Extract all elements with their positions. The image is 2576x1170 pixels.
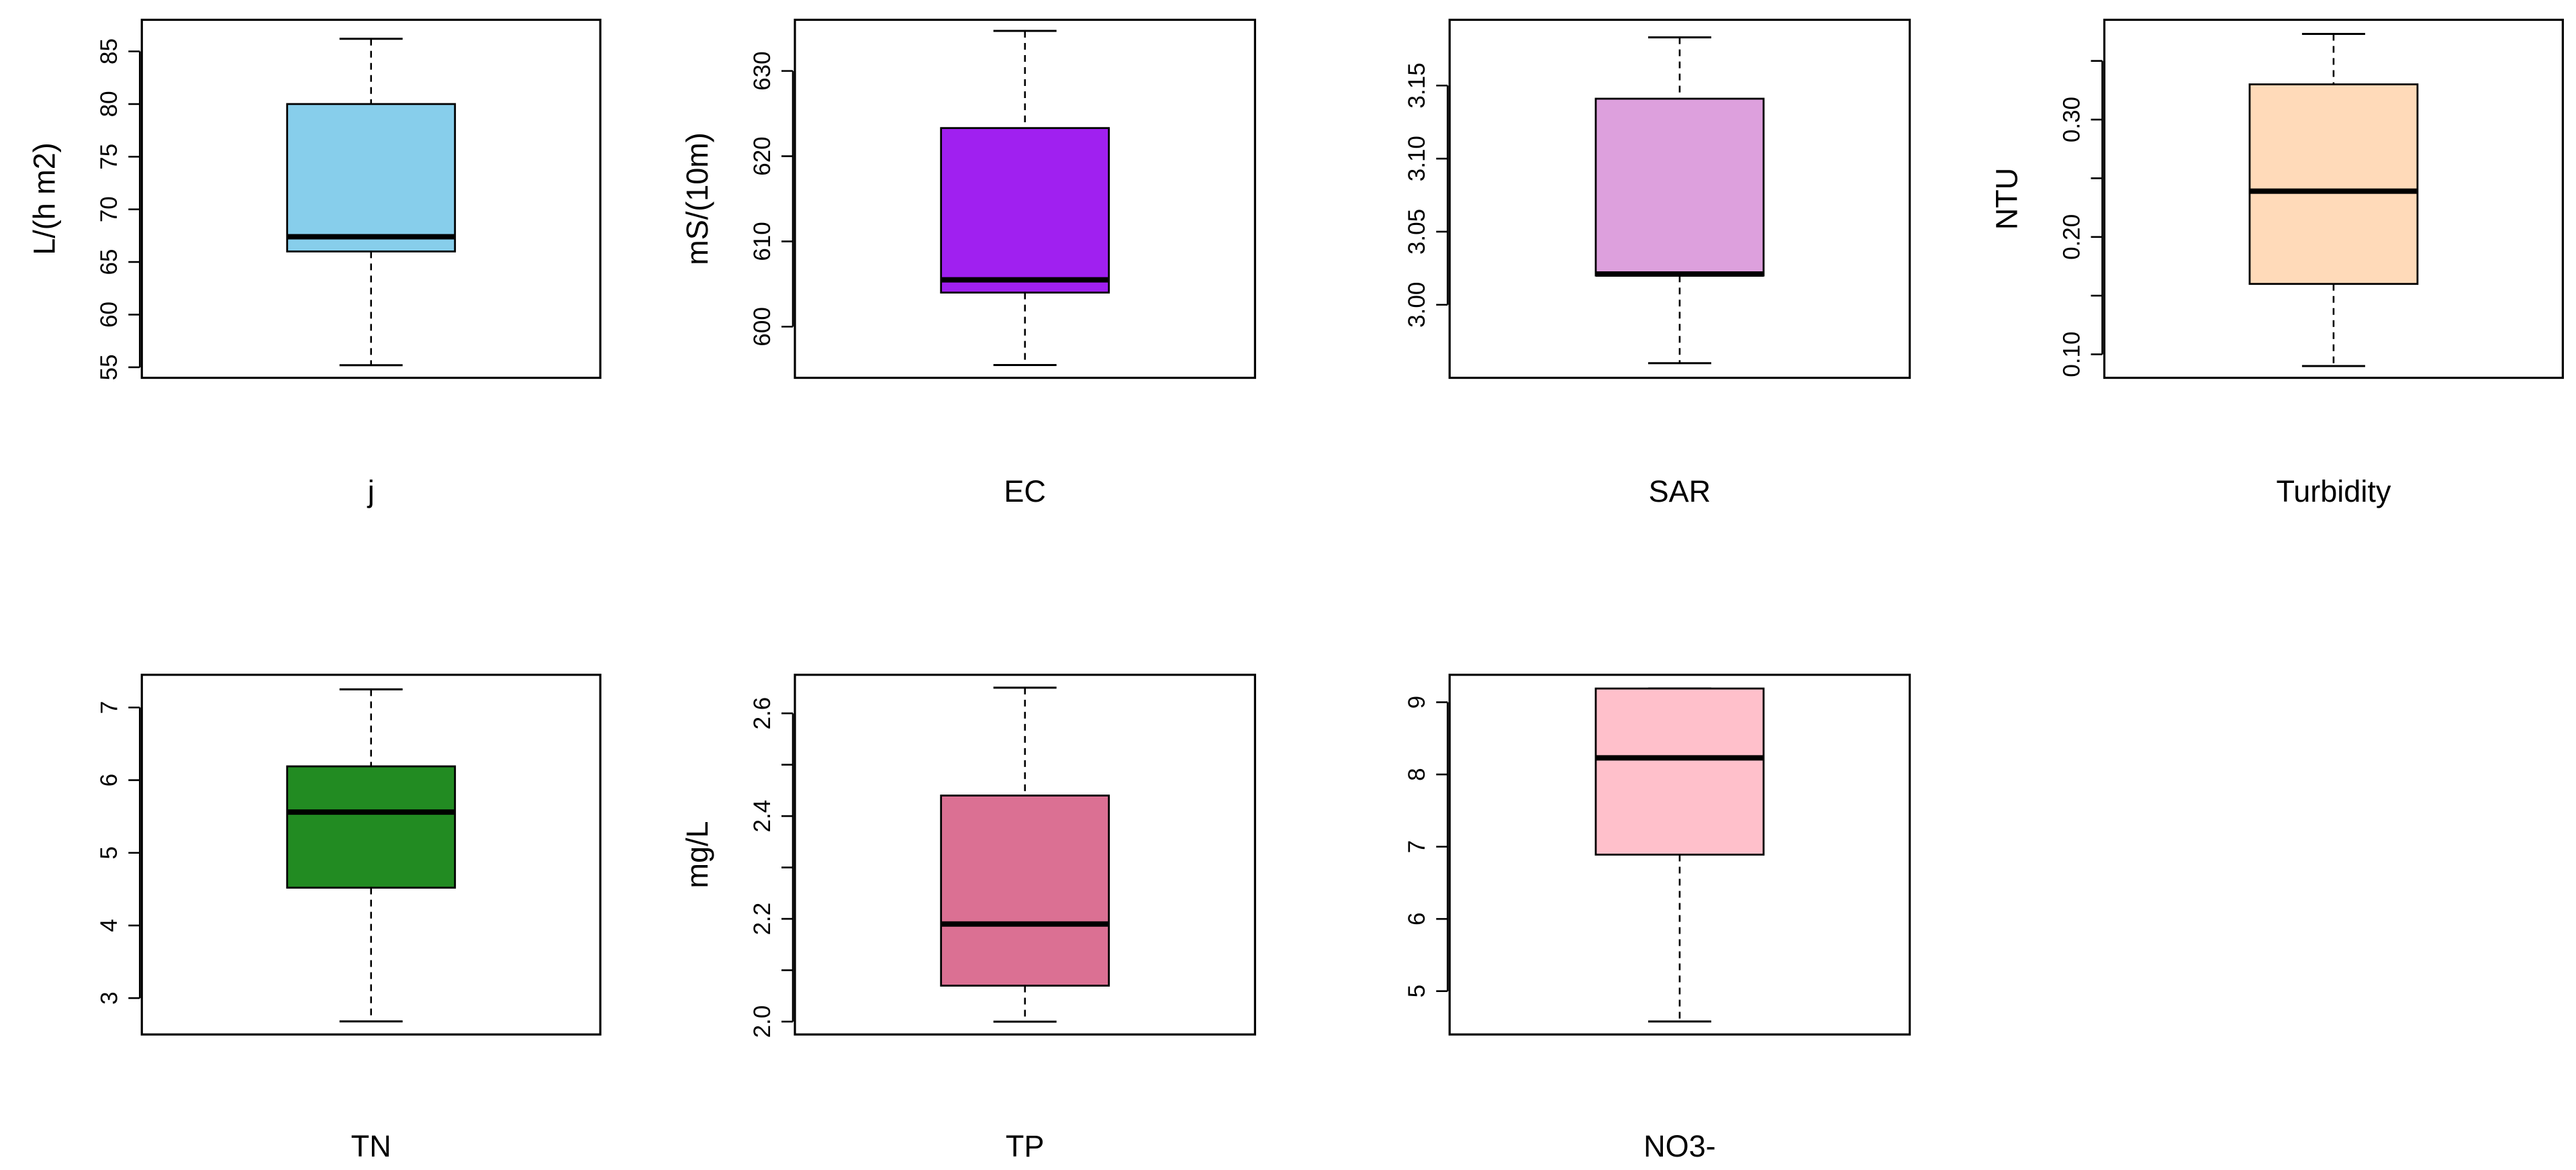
panel-tp: 2.0 2.2 2.4 2.6 mg/L TP [680, 674, 1256, 1163]
plot-frame [140, 674, 602, 1036]
y-tick-label: 80 [96, 91, 122, 117]
plot-frame [794, 18, 1256, 379]
y-axis-label: L/(h m2) [27, 142, 61, 255]
iqr-box [1594, 687, 1765, 856]
y-axis-label: mg/L [680, 821, 714, 888]
y-tick-label: 2.0 [749, 1005, 775, 1038]
y-tick-label: 7 [1404, 840, 1430, 853]
y-axis-label: NTU [1989, 168, 2023, 230]
y-tick-label: 60 [96, 302, 122, 328]
y-tick-label: 9 [1404, 696, 1430, 709]
iqr-box [1594, 97, 1765, 277]
panel-j: 55 60 65 70 75 80 85 L/(h m2) j [27, 18, 602, 508]
y-tick-label: 3.15 [1404, 62, 1430, 108]
plot-frame [140, 18, 602, 379]
y-tick-label: 610 [749, 222, 775, 261]
y-tick-label: 5 [1404, 985, 1430, 997]
y-tick-label: 3 [96, 991, 122, 1004]
y-axis-label: mS/(10m) [680, 132, 714, 265]
y-tick-label: 3.00 [1404, 282, 1430, 328]
y-tick-label: 8 [1404, 768, 1430, 780]
panel-sar: 3.00 3.05 3.10 3.15 SAR [1404, 18, 1911, 508]
plot-frame [794, 674, 1256, 1036]
y-tick-label: 6 [96, 774, 122, 786]
plot-frame [1448, 18, 1911, 379]
plot-frame [2103, 18, 2564, 379]
panel-title: Turbidity [2276, 474, 2391, 508]
panel-tn: 3 4 5 6 7 TN [96, 674, 602, 1163]
panel-ec: 600 610 620 630 mS/(10m) EC [680, 18, 1256, 508]
iqr-box [940, 127, 1110, 294]
panel-title: EC [1004, 474, 1046, 508]
y-tick-label: 2.4 [749, 800, 775, 833]
iqr-box [940, 795, 1110, 987]
y-tick-label: 0.30 [2058, 97, 2085, 142]
y-tick-label: 7 [96, 701, 122, 714]
iqr-box [286, 765, 457, 889]
y-tick-label: 0.10 [2058, 332, 2085, 377]
y-tick-label: 3.05 [1404, 209, 1430, 255]
y-tick-label: 70 [96, 196, 122, 222]
y-tick-label: 5 [96, 846, 122, 859]
y-tick-label: 600 [749, 307, 775, 346]
y-tick-label: 2.2 [749, 903, 775, 936]
panel-title: SAR [1649, 474, 1711, 508]
y-tick-label: 85 [96, 38, 122, 64]
y-tick-label: 630 [749, 51, 775, 90]
y-tick-label: 2.6 [749, 697, 775, 730]
panel-title: j [367, 474, 375, 508]
y-tick-label: 4 [96, 919, 122, 932]
panel-no3-: 5 6 7 8 9 NO3- [1404, 674, 1911, 1163]
panel-title: TP [1006, 1129, 1045, 1163]
y-tick-label: 75 [96, 144, 122, 170]
y-tick-label: 620 [749, 136, 775, 175]
panel-turbidity: 0.10 0.20 0.30 NTU Turbidity [1989, 18, 2564, 508]
y-tick-label: 6 [1404, 912, 1430, 925]
panel-title: TN [351, 1129, 391, 1163]
iqr-box [2248, 83, 2419, 285]
y-tick-label: 55 [96, 354, 122, 380]
y-tick-label: 0.20 [2058, 214, 2085, 260]
plot-frame [1448, 674, 1911, 1036]
y-tick-label: 3.10 [1404, 136, 1430, 181]
panel-title: NO3- [1643, 1129, 1716, 1163]
iqr-box [286, 103, 457, 253]
y-tick-label: 65 [96, 249, 122, 275]
